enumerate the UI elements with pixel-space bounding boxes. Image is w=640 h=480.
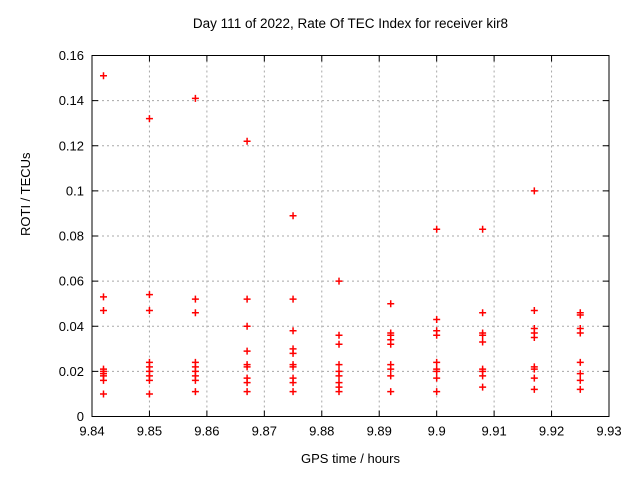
data-point [576, 370, 584, 378]
data-point [576, 311, 584, 319]
y-tick-label: 0.14 [59, 93, 84, 108]
data-point [243, 137, 251, 145]
y-tick-label: 0.04 [59, 319, 84, 334]
data-point [243, 322, 251, 330]
data-point [289, 327, 297, 335]
data-point [191, 94, 199, 102]
y-tick-label: 0.1 [66, 183, 84, 198]
data-point [530, 365, 538, 373]
data-point [99, 376, 107, 384]
y-tick-label: 0.12 [59, 138, 84, 153]
data-point [433, 388, 441, 396]
data-point [243, 295, 251, 303]
data-point [335, 340, 343, 348]
data-point [191, 388, 199, 396]
data-point [387, 300, 395, 308]
data-point [243, 363, 251, 371]
x-tick-label: 9.87 [252, 424, 277, 439]
data-point [145, 376, 153, 384]
x-tick-label: 9.88 [309, 424, 334, 439]
data-point [576, 329, 584, 337]
plot-border [91, 55, 610, 417]
x-tick-label: 9.92 [539, 424, 564, 439]
data-point [433, 374, 441, 382]
data-point [145, 306, 153, 314]
data-point [479, 383, 487, 391]
data-point [99, 306, 107, 314]
data-point [576, 358, 584, 366]
data-point [530, 187, 538, 195]
data-point [335, 277, 343, 285]
data-point [243, 379, 251, 387]
data-point [191, 295, 199, 303]
data-point [289, 349, 297, 357]
data-point [479, 338, 487, 346]
y-tick-label: 0.08 [59, 229, 84, 244]
data-point [289, 363, 297, 371]
chart-title: Day 111 of 2022, Rate Of TEC Index for r… [192, 16, 509, 31]
data-point [99, 293, 107, 301]
data-point [145, 115, 153, 123]
data-point [433, 367, 441, 375]
data-point [387, 388, 395, 396]
data-point [576, 385, 584, 393]
data-point [335, 372, 343, 380]
data-point [335, 388, 343, 396]
y-tick-label: 0.16 [59, 48, 84, 63]
y-axis-label-text: ROTI / TECUs [18, 152, 33, 236]
data-point [576, 376, 584, 384]
data-point [289, 388, 297, 396]
data-point [530, 306, 538, 314]
data-point [433, 331, 441, 339]
x-tick-label: 9.9 [428, 424, 446, 439]
data-point [530, 385, 538, 393]
data-point [479, 331, 487, 339]
data-point [191, 309, 199, 317]
data-point [530, 374, 538, 382]
data-point [433, 315, 441, 323]
data-point [387, 372, 395, 380]
data-point [99, 390, 107, 398]
x-tick-label: 9.85 [137, 424, 162, 439]
data-point [289, 212, 297, 220]
x-tick-label: 9.84 [79, 424, 104, 439]
data-point [479, 372, 487, 380]
data-point [145, 291, 153, 299]
y-tick-label: 0.02 [59, 364, 84, 379]
x-tick-label: 9.93 [596, 424, 621, 439]
data-point [479, 309, 487, 317]
x-axis-label: GPS time / hours [301, 451, 400, 466]
x-tick-label: 9.89 [367, 424, 392, 439]
data-point [289, 295, 297, 303]
data-point [433, 358, 441, 366]
data-point [387, 340, 395, 348]
data-point [99, 72, 107, 80]
data-point [530, 334, 538, 342]
data-point [243, 388, 251, 396]
y-tick-label: 0.06 [59, 274, 84, 289]
data-point [243, 347, 251, 355]
data-point [191, 376, 199, 384]
data-point [145, 390, 153, 398]
data-point [289, 379, 297, 387]
data-point [479, 225, 487, 233]
data-point [335, 361, 343, 369]
y-tick-label: 0 [77, 409, 84, 424]
data-point [433, 225, 441, 233]
x-tick-label: 9.86 [194, 424, 219, 439]
data-point [335, 331, 343, 339]
data-point [387, 365, 395, 373]
x-tick-label: 9.91 [481, 424, 506, 439]
